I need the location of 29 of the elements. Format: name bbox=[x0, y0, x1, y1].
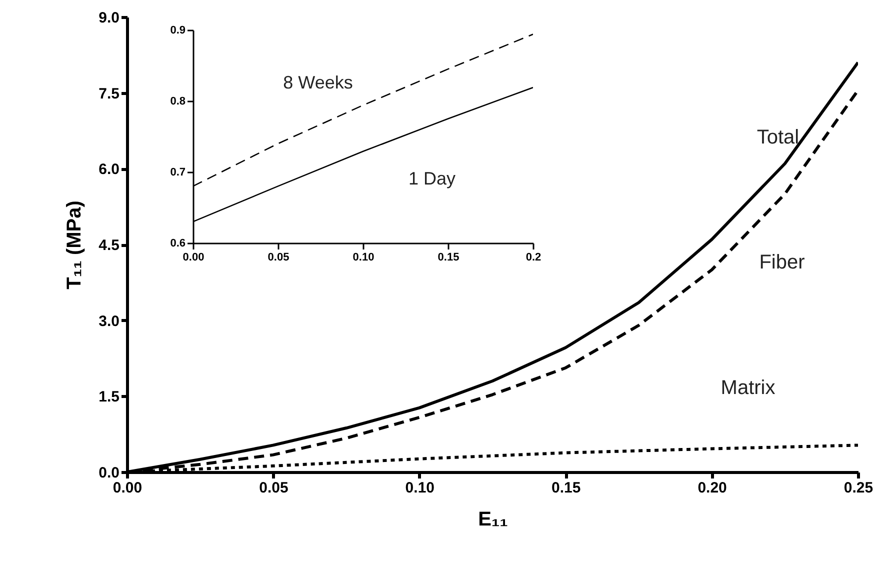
x-tick-label: 0.10 bbox=[352, 252, 374, 264]
x-tick-label: 0.15 bbox=[438, 252, 460, 264]
x-tick-label: 0.15 bbox=[552, 480, 581, 496]
y-tick-label: 1.5 bbox=[98, 388, 120, 406]
y-tick-label: 7.5 bbox=[98, 85, 120, 102]
y-tick-label: 9.0 bbox=[98, 10, 120, 26]
x-tick-label: 0.00 bbox=[182, 252, 204, 264]
x-tick-label: 0.05 bbox=[259, 480, 288, 496]
x-tick-label: 0.00 bbox=[112, 480, 142, 496]
x-tick-label: 0.25 bbox=[844, 480, 874, 496]
x-tick-label: 0.10 bbox=[405, 480, 434, 496]
x-tick-label: 0.20 bbox=[698, 480, 727, 496]
x-tick-label: 0.05 bbox=[268, 252, 290, 264]
text: Matrix bbox=[720, 377, 776, 400]
x-tick-label: 0.2 bbox=[526, 252, 542, 264]
series-label: 1 Day bbox=[408, 168, 456, 189]
y-tick-label: 0.7 bbox=[170, 166, 186, 178]
y-tick-label: 0.8 bbox=[170, 96, 186, 108]
x-axis-title: E₁₁ bbox=[478, 508, 508, 530]
y-tick-label: 6.0 bbox=[98, 161, 120, 178]
y-tick-label: 0.6 bbox=[170, 238, 186, 250]
y-tick-label: 0.9 bbox=[170, 24, 186, 36]
y-axis-title: T₁₁ (MPa) bbox=[64, 200, 86, 290]
y-tick-label: 3.0 bbox=[98, 312, 120, 330]
y-tick-label: 0.0 bbox=[98, 464, 120, 482]
series-label: Total bbox=[756, 126, 800, 148]
series-label: 8 Weeks bbox=[283, 72, 353, 92]
series-label: Fiber bbox=[759, 251, 806, 274]
y-tick-label: 4.5 bbox=[98, 237, 120, 254]
